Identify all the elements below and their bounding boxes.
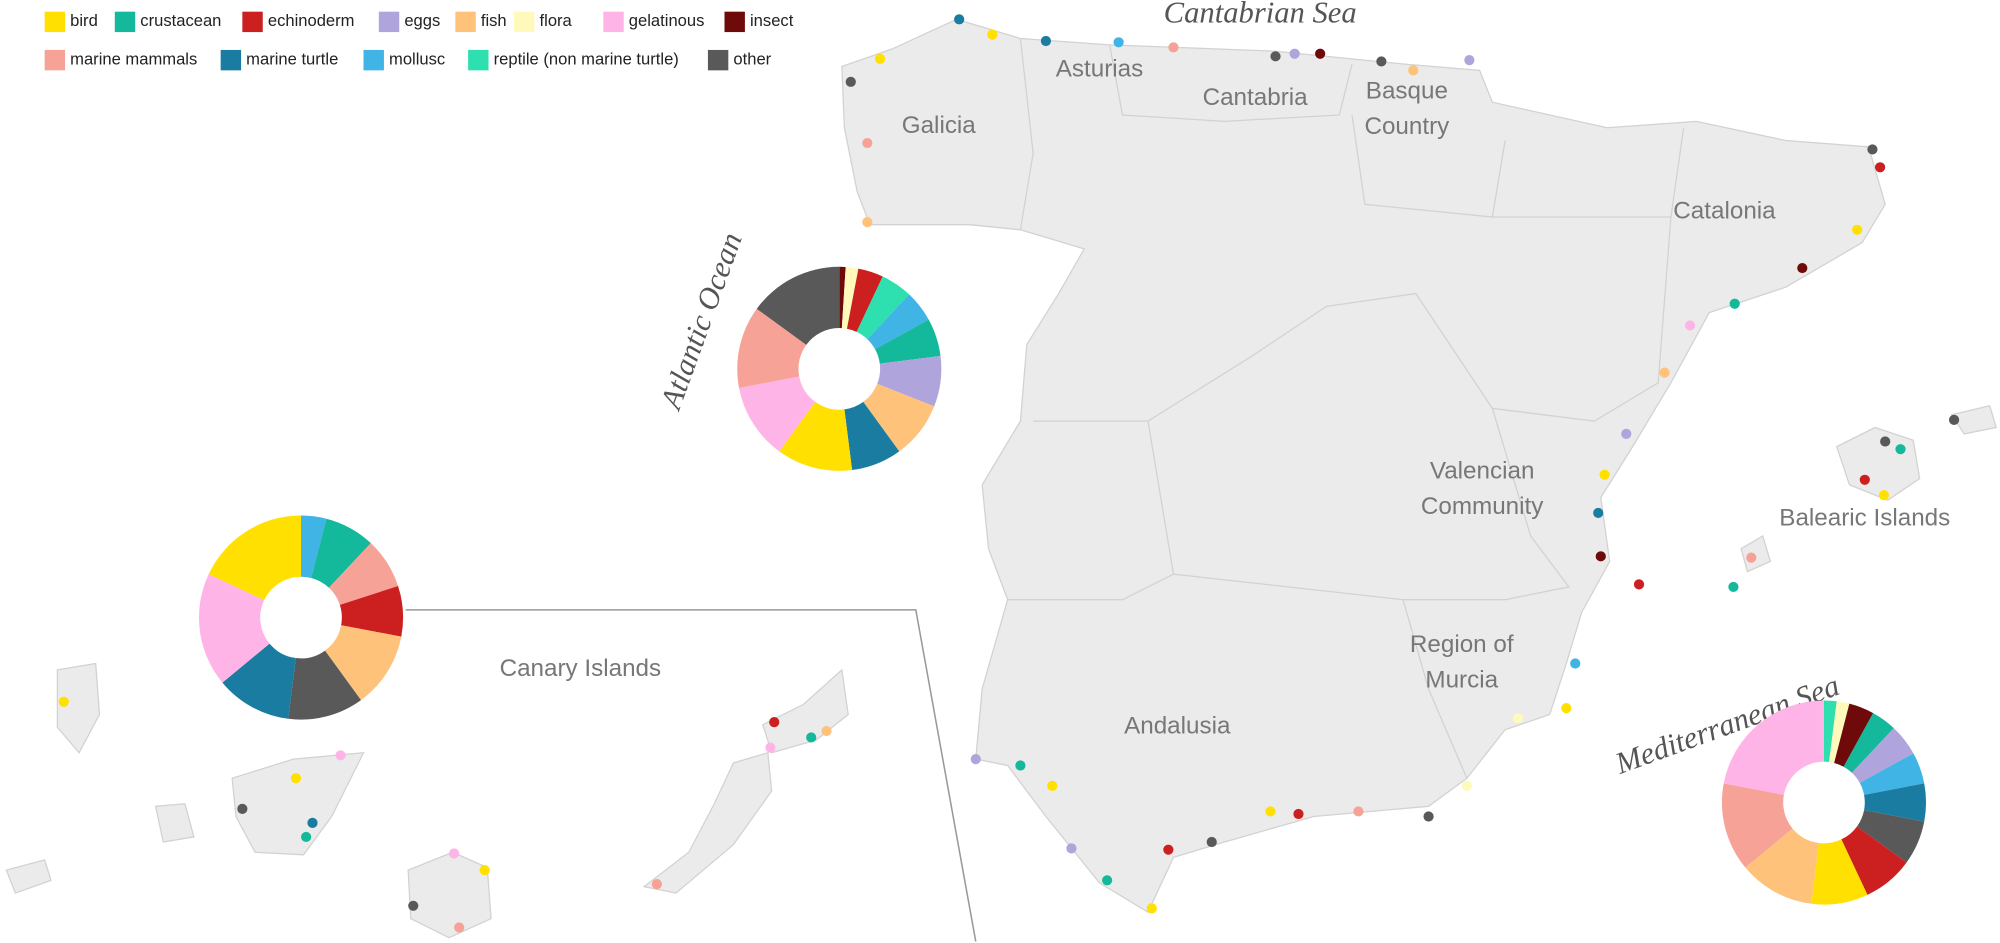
donut-segment	[856, 276, 910, 340]
legend-swatch	[455, 11, 476, 33]
legend-label: crustacean	[140, 11, 221, 30]
region-label: Region of	[1410, 631, 1514, 658]
donut-segment	[1841, 826, 1907, 895]
legend-label: insect	[750, 11, 794, 30]
donut-segment	[844, 401, 900, 471]
donut-segment	[325, 625, 402, 701]
inset-frame	[405, 609, 977, 942]
legend-swatch	[242, 11, 263, 33]
legend-label: eggs	[404, 11, 440, 30]
region-border	[1007, 38, 1685, 779]
legend-swatch	[707, 49, 729, 71]
donut-segment	[877, 356, 942, 407]
region-label: Country	[1364, 113, 1450, 140]
legend-label: marine turtle	[246, 50, 338, 69]
legend-swatch	[44, 49, 66, 71]
region-label: Asturias	[1056, 56, 1144, 83]
region-label: Galicia	[902, 112, 977, 139]
donut-segment	[1864, 783, 1927, 822]
legend-label: flora	[540, 11, 573, 30]
donut-segment	[1721, 783, 1793, 868]
donut-segment	[867, 294, 929, 350]
legend-swatch	[44, 11, 66, 33]
donut-segment	[841, 266, 859, 329]
legend-label: bird	[70, 11, 98, 30]
donut-segment	[875, 319, 941, 364]
donut-segment	[288, 650, 361, 720]
legend-swatch	[363, 49, 384, 71]
legend-label: reptile (non marine turtle)	[494, 50, 679, 69]
donut-segment	[198, 574, 270, 683]
legend-label: marine mammals	[70, 50, 197, 69]
donut-segment	[1823, 700, 1837, 762]
region-label: Balearic Islands	[1779, 505, 1950, 532]
sea-label: Cantabrian Sea	[1164, 0, 1357, 30]
donut-segment	[839, 266, 846, 329]
donut-segment	[1843, 713, 1894, 773]
spain-mainland	[841, 18, 1886, 914]
donut-segment	[1859, 753, 1925, 795]
legend-label: mollusc	[389, 50, 445, 69]
donut-segment	[328, 543, 399, 605]
donut-segment	[311, 518, 371, 588]
legend-swatch	[514, 11, 535, 33]
donut-segment	[1834, 703, 1874, 767]
legend-label: fish	[481, 11, 507, 30]
donut-segment	[1811, 839, 1868, 905]
donut-segment	[301, 515, 327, 579]
donut-segment	[846, 268, 883, 332]
observation-dots	[58, 14, 1960, 933]
legend-label: other	[733, 50, 771, 69]
region-label: Valencian	[1430, 458, 1535, 485]
legend-swatch	[724, 11, 745, 33]
region-label: Community	[1421, 493, 1544, 520]
region-label: Cantabria	[1203, 84, 1309, 111]
legend-label: gelatinous	[629, 11, 705, 30]
legend-label: echinoderm	[268, 11, 355, 30]
donut-segment	[222, 643, 296, 719]
donut-segment	[1829, 701, 1850, 763]
legend-swatch	[114, 11, 136, 33]
balearic-islands	[1740, 405, 1997, 573]
overlay: bird crustacean echinoderm eggs fish flora gel…	[44, 0, 1950, 905]
donut-segment	[739, 376, 816, 452]
legend-swatch	[220, 49, 242, 71]
donut-segment	[208, 515, 302, 601]
region-label: Canary Islands	[500, 655, 662, 682]
donut-segment	[737, 308, 807, 388]
region-label: Basque	[1366, 77, 1448, 104]
region-label: Murcia	[1425, 667, 1498, 694]
donut-segment	[1745, 828, 1819, 904]
donut-segment	[756, 266, 840, 345]
donut-segment	[779, 401, 853, 471]
legend-swatch	[468, 49, 489, 71]
region-label: Catalonia	[1673, 197, 1776, 224]
donut-segment	[1723, 700, 1824, 795]
donut-segment	[339, 586, 404, 637]
donut-segment	[1857, 810, 1925, 863]
region-label: Andalusia	[1124, 713, 1231, 740]
canary-islands	[5, 662, 849, 939]
legend-swatch	[378, 11, 400, 33]
legend-swatch	[603, 11, 624, 33]
sea-label: Atlantic Ocean	[653, 228, 749, 415]
donut-segment	[1851, 728, 1914, 783]
donut-segment	[863, 383, 935, 452]
